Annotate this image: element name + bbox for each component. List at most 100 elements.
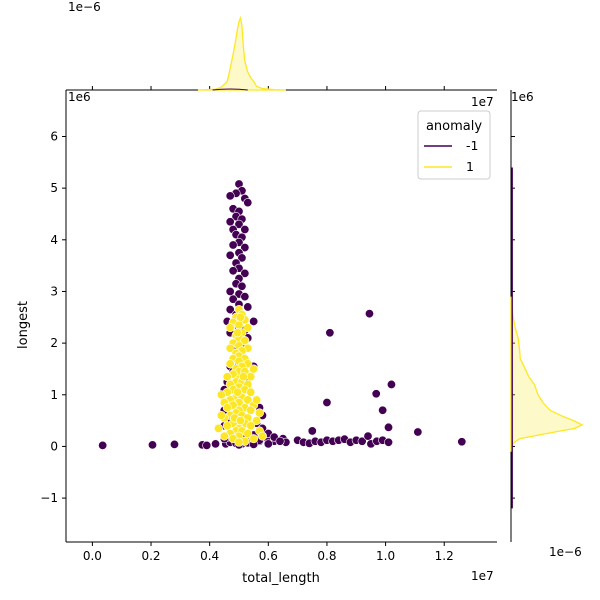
- x-tick-label: 1.2: [435, 549, 454, 563]
- data-point: [246, 421, 256, 431]
- x-axis-label: total_length: [242, 571, 320, 586]
- data-point: [252, 416, 262, 426]
- data-point: [363, 431, 373, 441]
- y-tick-label: 3: [50, 284, 58, 298]
- data-point: [386, 379, 396, 389]
- data-point: [240, 243, 250, 253]
- data-point: [371, 389, 381, 399]
- data-point: [233, 328, 243, 338]
- data-point: [234, 219, 244, 229]
- data-point: [237, 281, 247, 291]
- data-point: [225, 191, 235, 201]
- legend-label-neg1: -1: [466, 138, 478, 153]
- data-point: [98, 440, 108, 450]
- data-point: [228, 266, 238, 276]
- data-point: [225, 217, 235, 227]
- y-tick-label: 0: [50, 439, 58, 453]
- data-point: [216, 390, 226, 400]
- data-point: [243, 323, 253, 333]
- series-1-points: [213, 305, 267, 447]
- data-point: [384, 422, 394, 432]
- data-point: [234, 437, 244, 447]
- data-point: [413, 427, 423, 437]
- data-point: [378, 405, 388, 415]
- series-neg1-points: [98, 179, 467, 450]
- y-tick-label: 1: [50, 388, 58, 402]
- data-point: [364, 309, 374, 319]
- y-tick-label: 6: [50, 129, 58, 143]
- data-point: [225, 323, 235, 333]
- data-point: [275, 436, 285, 446]
- data-point: [263, 439, 273, 449]
- top-marginal-axes: [66, 15, 497, 91]
- data-point: [322, 398, 332, 408]
- data-point: [249, 434, 259, 444]
- data-point: [246, 387, 256, 397]
- data-point: [169, 439, 179, 449]
- x-tick-label: 1.0: [376, 549, 395, 563]
- data-point: [225, 305, 235, 315]
- y-tick-label: 5: [50, 181, 58, 195]
- data-point: [222, 403, 232, 413]
- data-point: [243, 198, 253, 208]
- data-point: [246, 405, 256, 415]
- data-point: [225, 250, 235, 260]
- x-tick-label: 0.6: [259, 549, 278, 563]
- y-tick-label: 4: [50, 233, 58, 247]
- data-point: [225, 343, 235, 353]
- top-marginal-offset-label: 1e−6: [68, 0, 101, 14]
- right-marginal-density-1: [510, 296, 584, 452]
- y-tick-label: 2: [50, 336, 58, 350]
- data-point: [237, 253, 247, 263]
- top-marginal-density-1: [197, 15, 286, 91]
- legend-frame: [417, 110, 491, 180]
- data-point: [249, 316, 259, 326]
- y-offset-label-right: 1e6: [511, 90, 534, 104]
- data-point: [234, 320, 244, 330]
- data-point: [240, 336, 250, 346]
- data-point: [240, 224, 250, 234]
- data-point: [255, 408, 265, 418]
- data-point: [225, 359, 235, 369]
- top-marginal-density-neg1: [212, 88, 248, 91]
- right-marginal-axes: [510, 90, 584, 542]
- data-point: [228, 294, 238, 304]
- x-tick-label: 0.2: [141, 549, 160, 563]
- data-point: [233, 387, 243, 397]
- data-point: [240, 268, 250, 278]
- data-point: [228, 240, 238, 250]
- data-point: [243, 302, 253, 312]
- y-offset-label-main: 1e6: [68, 90, 91, 104]
- main-scatter-axes: 0.0 0.2 0.4 0.6 0.8 1.0 1.2 −1 0 1 2 3 4 5 6: [40, 90, 497, 563]
- data-point: [202, 440, 212, 450]
- data-point: [307, 426, 317, 436]
- data-point: [235, 312, 245, 322]
- data-point: [222, 421, 232, 431]
- data-point: [384, 437, 394, 447]
- data-point: [222, 372, 232, 382]
- data-point: [235, 416, 245, 426]
- data-point: [225, 286, 235, 296]
- data-point: [457, 437, 467, 447]
- data-point: [257, 431, 267, 441]
- data-point: [211, 439, 221, 449]
- data-point: [240, 292, 250, 302]
- data-point: [325, 328, 335, 338]
- x-offset-label-top: 1e7: [471, 95, 494, 109]
- data-point: [243, 395, 253, 405]
- data-point: [213, 423, 223, 433]
- data-point: [219, 431, 229, 441]
- legend-title: anomaly: [426, 119, 482, 134]
- y-tick-label: −1: [40, 491, 58, 505]
- x-tick-label: 0.0: [83, 549, 102, 563]
- x-tick-label: 0.8: [317, 549, 336, 563]
- data-point: [147, 440, 157, 450]
- data-point: [243, 429, 253, 439]
- data-point: [252, 395, 262, 405]
- y-axis-label: longest: [16, 301, 31, 349]
- right-marginal-offset-label: 1e−6: [549, 545, 582, 559]
- data-point: [357, 436, 367, 446]
- data-point: [216, 410, 226, 420]
